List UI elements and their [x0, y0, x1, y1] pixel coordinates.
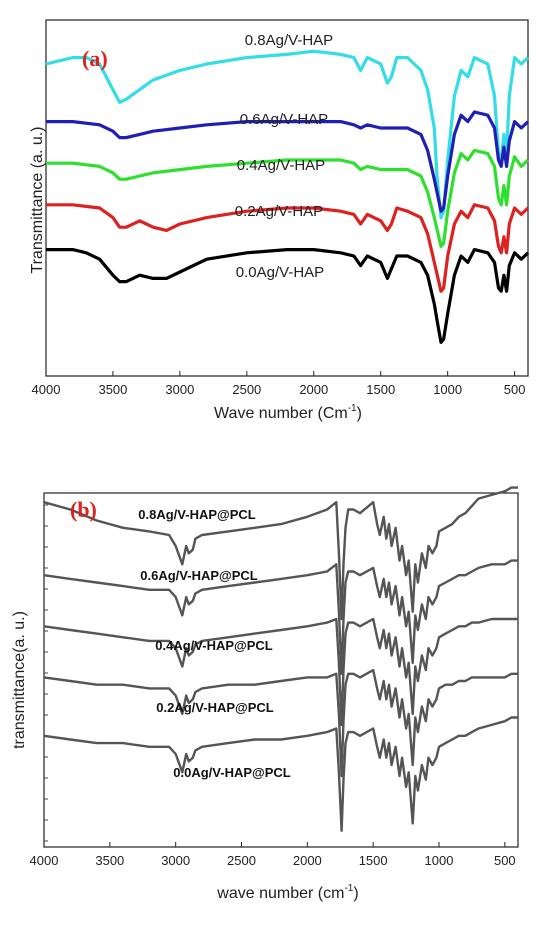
- panel-a-x-tick-label: 2000: [299, 382, 328, 397]
- panel-a-series-line: [46, 203, 530, 293]
- panel-b-x-tick-label: 1000: [425, 853, 454, 868]
- panel-b-x-tick-label: 2500: [227, 853, 256, 868]
- panel-b-series-label: 0.0Ag/V-HAP@PCL: [173, 765, 290, 780]
- panel-a-y-axis-label: Transmittance (a. u.): [29, 126, 46, 273]
- panel-b-series-line: [43, 617, 518, 727]
- panel-a-x-axis-label: Wave number (Cm-1): [214, 403, 362, 422]
- panel-b-x-tick-label: 4000: [30, 853, 59, 868]
- panel-a-x-tick-label: 3000: [165, 382, 194, 397]
- panel-b-x-tick-label: 3000: [161, 853, 190, 868]
- panel-a-series-label: 0.0Ag/V-HAP: [236, 264, 324, 281]
- panel-a-x-tick-label: 1500: [366, 382, 395, 397]
- panel-b-series-label: 0.6Ag/V-HAP@PCL: [140, 568, 257, 583]
- panel-a-x-tick-label: 4000: [32, 382, 61, 397]
- panel-b-series-line: [43, 668, 518, 778]
- panel-b-plot-frame: [43, 492, 519, 848]
- panel-a-series-line: [46, 110, 530, 213]
- panel-b-y-axis-label: transmittance(a. u.): [11, 611, 28, 749]
- panel-a-x-tick-label: 1000: [433, 382, 462, 397]
- panel-b-series-label: 0.2Ag/V-HAP@PCL: [156, 700, 273, 715]
- panel-a-series-label: 0.2Ag/V-HAP: [235, 203, 323, 220]
- panel-b: 4000 3500 3000 2500 2000 1500 1000 500 0.8Ag/V-…: [11, 486, 519, 902]
- panel-a-series-labels: 0.8Ag/V-HAP 0.6Ag/V-HAP 0.4Ag/V-HAP 0.2Ag/V…: [235, 32, 333, 281]
- panel-a-series-label: 0.8Ag/V-HAP: [245, 32, 333, 49]
- panel-b-series-label: 0.4Ag/V-HAP@PCL: [155, 638, 272, 653]
- panel-a-series-label: 0.4Ag/V-HAP: [237, 157, 325, 174]
- panel-a-x-tick-label: 500: [504, 382, 526, 397]
- panel-b-series-line: [43, 716, 518, 832]
- panel-b-letter: (b): [70, 497, 97, 522]
- panel-b-x-axis-label: wave number (cm-1): [216, 883, 358, 902]
- panel-b-x-tick-label: 2000: [293, 853, 322, 868]
- panel-b-series-line: [43, 559, 518, 675]
- panel-a-series-label: 0.6Ag/V-HAP: [240, 111, 328, 128]
- panel-a-x-tick-label: 3500: [98, 382, 127, 397]
- panel-a-letter: (a): [82, 46, 108, 71]
- panel-b-series: [43, 486, 518, 832]
- panel-a: 4000 3500 3000 2500 2000 1500 1000 500 0.8Ag/V-…: [29, 19, 530, 422]
- panel-a-series-line: [46, 248, 530, 344]
- panel-a-x-tick-label: 2500: [232, 382, 261, 397]
- panel-a-series-line: [46, 148, 530, 248]
- panel-b-x-tick-label: 500: [494, 853, 516, 868]
- panel-a-series: [45, 49, 530, 344]
- panel-b-x-ticks: 4000 3500 3000 2500 2000 1500 1000 500: [30, 842, 516, 868]
- panel-b-series-labels: 0.8Ag/V-HAP@PCL 0.6Ag/V-HAP@PCL 0.4Ag/V-HA…: [138, 507, 290, 780]
- panel-b-y-minor-ticks: [44, 504, 48, 842]
- panel-a-plot-frame: [45, 19, 529, 377]
- panel-a-x-ticks: 4000 3500 3000 2500 2000 1500 1000 500: [32, 371, 526, 397]
- panel-b-x-tick-label: 3500: [95, 853, 124, 868]
- panel-b-series-line: [43, 486, 518, 621]
- panel-b-x-tick-label: 1500: [359, 853, 388, 868]
- panel-b-series-label: 0.8Ag/V-HAP@PCL: [138, 507, 255, 522]
